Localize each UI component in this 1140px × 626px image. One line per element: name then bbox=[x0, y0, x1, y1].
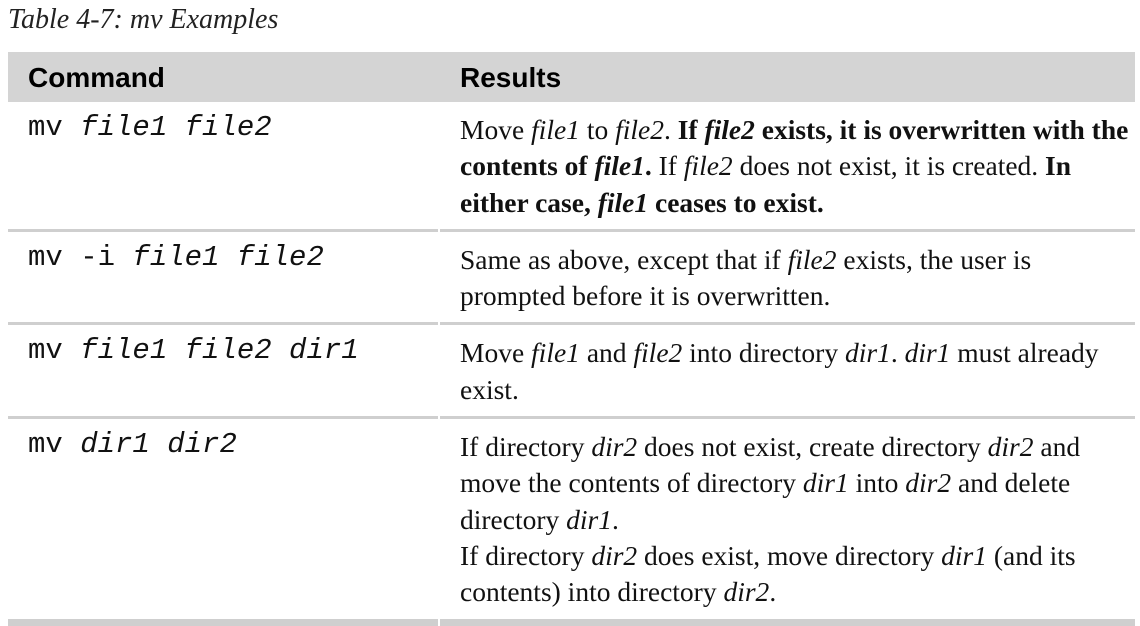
result-text: dir1 bbox=[941, 539, 987, 571]
result-text: does exist, move directory bbox=[637, 539, 942, 571]
command-name: mv bbox=[28, 111, 81, 144]
result-text: file2 bbox=[787, 243, 837, 275]
result-text: file2 bbox=[615, 114, 664, 145]
result-cell: If directory dir2 does not exist, create… bbox=[460, 419, 1130, 618]
header-results: Results bbox=[460, 62, 562, 93]
result-text: file2 bbox=[683, 150, 733, 182]
result-text: Same as above, except that if bbox=[460, 243, 788, 275]
command-cell: mv file1 file2 dir1 bbox=[28, 333, 359, 369]
result-text: dir1 bbox=[566, 503, 612, 535]
result-text: file2 bbox=[633, 337, 683, 369]
header-command: Command bbox=[28, 62, 165, 93]
table-row: mv dir1 dir2 If directory dir2 does not e… bbox=[8, 419, 1135, 626]
result-text: Move bbox=[460, 337, 532, 369]
result-text: dir2 bbox=[723, 576, 770, 608]
command-args: file1 file2 bbox=[132, 240, 324, 274]
result-text: . bbox=[663, 114, 678, 145]
result-text: dir1 bbox=[844, 337, 891, 369]
result-text: dir2 bbox=[591, 431, 638, 463]
result-text: dir2 bbox=[591, 539, 638, 571]
command-cell: mv file1 file2 bbox=[28, 110, 272, 146]
result-text: dir2 bbox=[905, 467, 952, 499]
result-text: into bbox=[848, 467, 906, 499]
result-text: ceases to exist. bbox=[648, 186, 824, 218]
command-name: mv bbox=[28, 334, 81, 368]
column-divider bbox=[438, 102, 440, 626]
result-cell: Move file1 to file2. If file2 exists, it… bbox=[460, 102, 1130, 229]
command-name: mv -i bbox=[28, 240, 133, 274]
result-text: dir2 bbox=[987, 431, 1034, 463]
result-text: . bbox=[644, 150, 652, 182]
result-text: . bbox=[769, 576, 777, 608]
result-text: . bbox=[611, 503, 619, 535]
result-text: does not exist, it is created. bbox=[732, 150, 1046, 182]
result-text: file1 bbox=[531, 337, 580, 369]
result-text: and bbox=[579, 337, 634, 369]
result-text: file2 bbox=[704, 114, 755, 145]
result-text: file1 bbox=[531, 114, 580, 145]
table-caption: Table 4-7: mv Examples bbox=[8, 4, 279, 35]
result-text: Move bbox=[460, 114, 532, 145]
result-text: exists, it is overwritten with the conte… bbox=[460, 114, 1129, 182]
result-text: In either case, bbox=[460, 150, 1072, 218]
command-args: file1 file2 dir1 bbox=[80, 334, 359, 368]
result-text: must already exist. bbox=[460, 337, 1099, 405]
command-args: file1 file2 bbox=[80, 111, 272, 144]
command-name: mv bbox=[28, 428, 81, 462]
result-text: and delete directory bbox=[460, 467, 1071, 535]
command-args: dir1 dir2 bbox=[80, 428, 237, 462]
result-text: into directory bbox=[682, 337, 845, 369]
result-text: If bbox=[677, 114, 705, 145]
command-cell: mv -i file1 file2 bbox=[28, 240, 324, 276]
result-text: exists, the user is prompted before it i… bbox=[460, 243, 1032, 312]
table-body: mv file1 file2 Move file1 to file2. If fi… bbox=[8, 102, 1135, 626]
result-text: dir1 bbox=[904, 337, 951, 369]
result-cell: Move file1 and file2 into directory dir1… bbox=[460, 325, 1130, 416]
result-text: to bbox=[579, 114, 616, 145]
table-row: mv file1 file2 dir1 Move file1 and file2 … bbox=[8, 325, 1135, 420]
result-cell: Same as above, except that if file2 exis… bbox=[460, 232, 1130, 323]
result-text: file1 bbox=[594, 150, 645, 182]
table-header-row: Command Results bbox=[8, 52, 1135, 102]
result-text: does not exist, create directory bbox=[637, 431, 988, 463]
result-text: If bbox=[651, 150, 684, 182]
result-text: . bbox=[890, 337, 905, 369]
result-text: If directory bbox=[460, 431, 592, 463]
result-text: If directory bbox=[460, 539, 592, 571]
table-row: mv file1 file2 Move file1 to file2. If fi… bbox=[8, 102, 1135, 232]
command-cell: mv dir1 dir2 bbox=[28, 427, 237, 463]
result-text: file1 bbox=[597, 186, 649, 218]
result-text: (and its contents) into directory bbox=[460, 539, 1076, 608]
result-text: and move the contents of directory bbox=[460, 431, 1081, 499]
table-row: mv -i file1 file2 Same as above, except t… bbox=[8, 232, 1135, 326]
result-text: dir1 bbox=[802, 467, 849, 499]
mv-examples-table: Command Results mv file1 file2 Move file1… bbox=[8, 52, 1135, 626]
